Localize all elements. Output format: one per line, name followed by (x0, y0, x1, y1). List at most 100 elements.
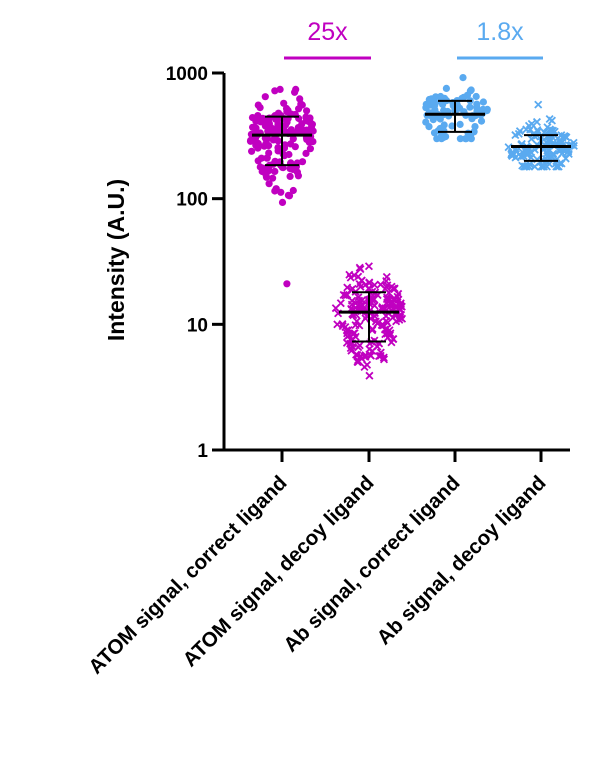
data-point (470, 128, 478, 136)
data-point (364, 262, 373, 271)
fold-change-annotation: 25x (284, 18, 371, 60)
data-point (472, 92, 480, 101)
data-point (553, 162, 562, 171)
data-point (342, 338, 351, 347)
data-point (333, 320, 342, 329)
data-point (266, 127, 274, 136)
error-bar (511, 134, 571, 162)
data-point (257, 118, 265, 126)
error-bar (425, 99, 485, 133)
data-point (256, 104, 264, 112)
data-point (525, 160, 534, 169)
data-point (460, 93, 468, 101)
data-point (533, 125, 542, 135)
y-axis-ticks: 1 10 100 1000 (166, 64, 224, 462)
fold-change-label: 1.8x (476, 18, 524, 46)
data-point (518, 161, 527, 170)
data-point (278, 198, 287, 206)
data-point (534, 100, 543, 109)
data-point (306, 127, 314, 136)
data-point (448, 122, 456, 130)
data-point (271, 87, 279, 95)
data-point (280, 99, 288, 107)
data-point (383, 333, 392, 342)
data-point (464, 129, 472, 137)
data-point (370, 301, 379, 310)
data-point (303, 107, 311, 115)
data-point (247, 136, 255, 144)
data-point (346, 344, 355, 353)
data-point (396, 302, 405, 311)
data-point (289, 186, 297, 195)
data-point (383, 318, 392, 327)
data-point (477, 117, 486, 125)
data-point (390, 294, 399, 303)
data-point (305, 138, 313, 146)
data-point (289, 165, 297, 173)
data-point (353, 356, 362, 365)
data-point (273, 124, 281, 132)
data-point (564, 147, 573, 156)
data-point (286, 172, 294, 180)
data-point (263, 121, 271, 129)
data-point (508, 151, 517, 160)
data-point (250, 124, 258, 132)
error-bar (252, 115, 312, 167)
data-point (527, 134, 536, 144)
data-point (356, 265, 365, 274)
data-point (564, 149, 573, 158)
data-point (439, 100, 447, 109)
data-point (274, 137, 282, 145)
data-point (376, 351, 385, 360)
fold-change-annotations: 25x 1.8x (284, 18, 543, 60)
data-point (424, 102, 432, 110)
data-point (522, 125, 531, 134)
data-point (292, 85, 300, 93)
data-point (344, 325, 353, 335)
data-point (370, 280, 379, 290)
data-point (561, 132, 570, 141)
data-point (461, 135, 470, 143)
data-point (481, 107, 489, 115)
data-point (354, 357, 363, 367)
x-axis-ticks (280, 450, 543, 462)
data-point (343, 283, 352, 292)
data-point (504, 143, 513, 152)
data-point (545, 114, 554, 124)
data-point (254, 157, 262, 165)
data-point (265, 180, 273, 188)
data-point (248, 147, 256, 155)
data-point (272, 185, 280, 193)
data-point (466, 103, 474, 111)
error-bar (339, 291, 399, 343)
data-point (269, 174, 277, 182)
data-point (384, 303, 393, 312)
data-point (442, 84, 450, 92)
data-point (274, 144, 282, 152)
category-label: Ab signal, correct ligand (279, 471, 464, 656)
data-point (365, 278, 374, 287)
data-point (248, 114, 257, 122)
data-point (524, 149, 533, 158)
data-point (373, 342, 382, 351)
data-point (306, 119, 314, 127)
data-point (355, 341, 364, 350)
data-point (532, 117, 541, 126)
data-point (265, 149, 273, 157)
data-point (437, 92, 445, 101)
data-point (549, 126, 558, 135)
y-axis-title: Intensity (A.U.) (103, 179, 129, 341)
data-point (473, 100, 481, 108)
data-point (456, 120, 464, 128)
data-point (258, 167, 266, 176)
data-point (348, 296, 357, 305)
data-point (283, 280, 291, 288)
data-point (302, 149, 310, 157)
data-point (479, 98, 487, 106)
data-point (530, 162, 539, 171)
data-point (430, 98, 438, 106)
data-point (350, 271, 359, 280)
data-point (254, 144, 262, 152)
